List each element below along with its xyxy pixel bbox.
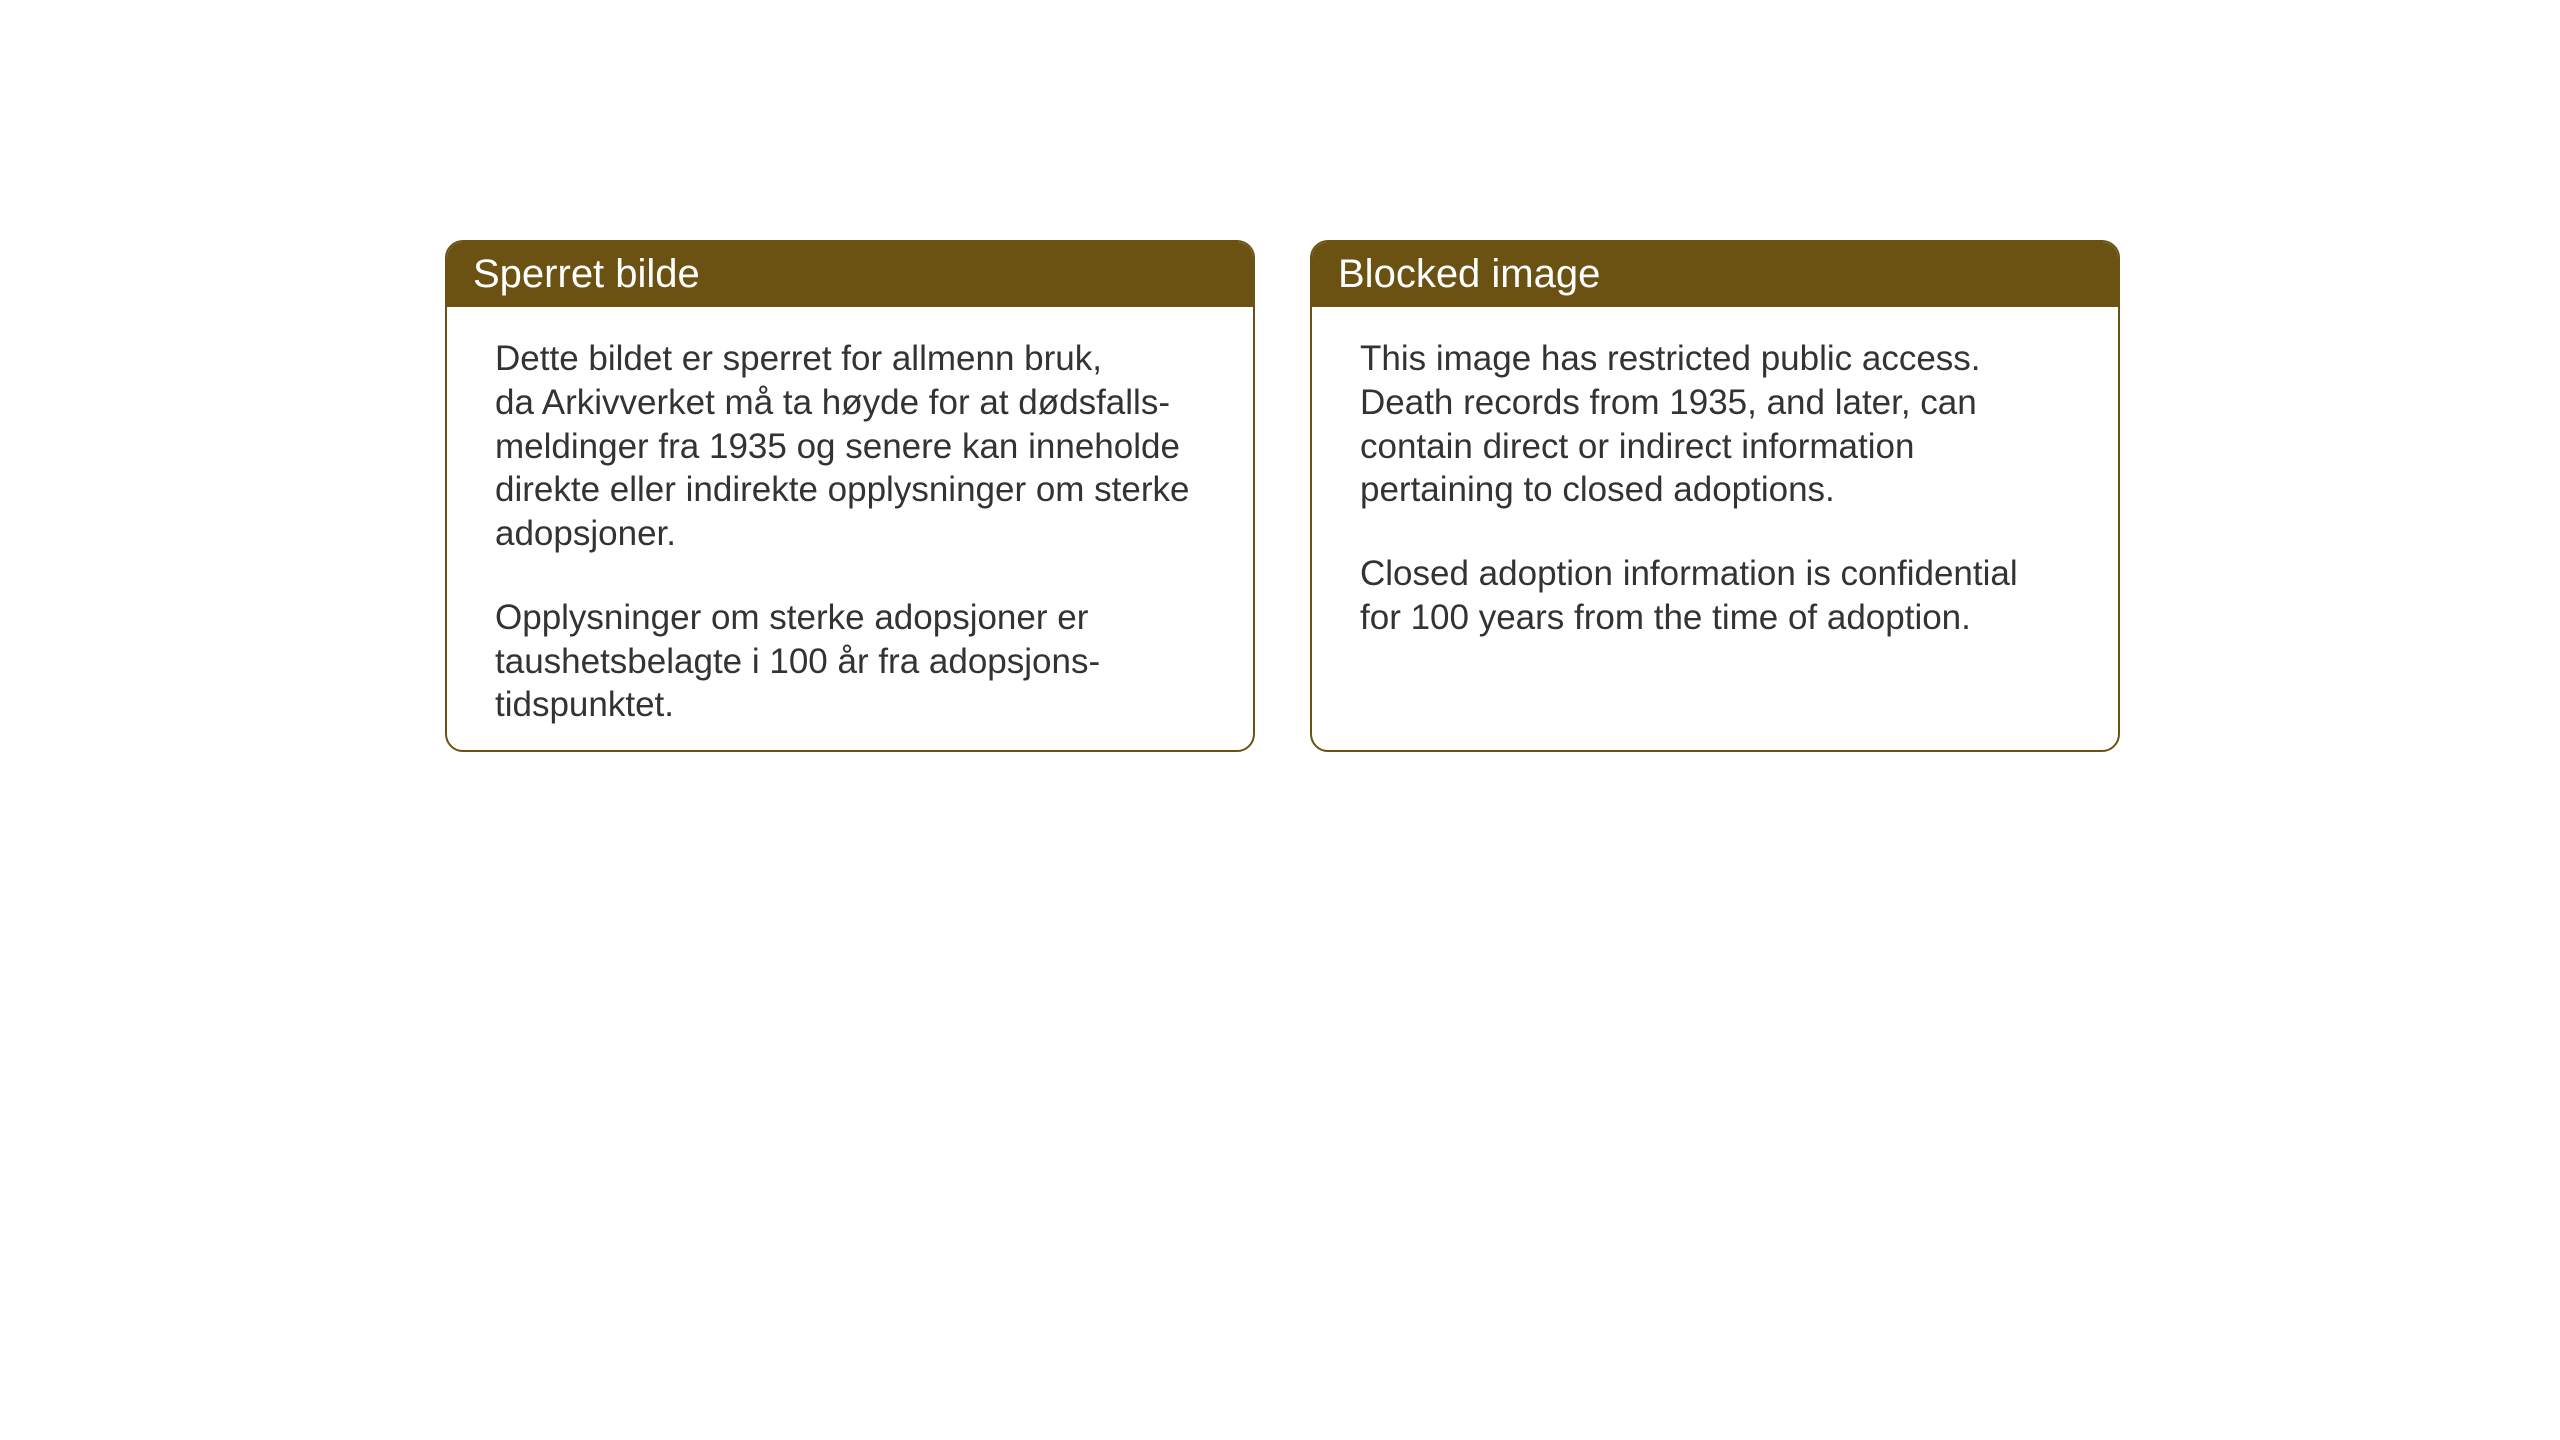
notice-para1-english: This image has restricted public access.… xyxy=(1360,337,2070,512)
notice-body-english: This image has restricted public access.… xyxy=(1312,307,2118,670)
notice-title-norwegian: Sperret bilde xyxy=(473,252,700,296)
notice-para2-norwegian: Opplysninger om sterke adopsjoner er tau… xyxy=(495,596,1205,727)
notice-container: Sperret bilde Dette bildet er sperret fo… xyxy=(445,240,2120,752)
notice-para1-norwegian: Dette bildet er sperret for allmenn bruk… xyxy=(495,337,1205,556)
notice-title-english: Blocked image xyxy=(1338,252,1600,296)
paragraph-gap xyxy=(1360,512,2070,552)
notice-header-norwegian: Sperret bilde xyxy=(447,242,1253,307)
notice-para2-english: Closed adoption information is confident… xyxy=(1360,552,2070,640)
notice-header-english: Blocked image xyxy=(1312,242,2118,307)
paragraph-gap xyxy=(495,556,1205,596)
notice-norwegian: Sperret bilde Dette bildet er sperret fo… xyxy=(445,240,1255,752)
notice-body-norwegian: Dette bildet er sperret for allmenn bruk… xyxy=(447,307,1253,752)
notice-english: Blocked image This image has restricted … xyxy=(1310,240,2120,752)
